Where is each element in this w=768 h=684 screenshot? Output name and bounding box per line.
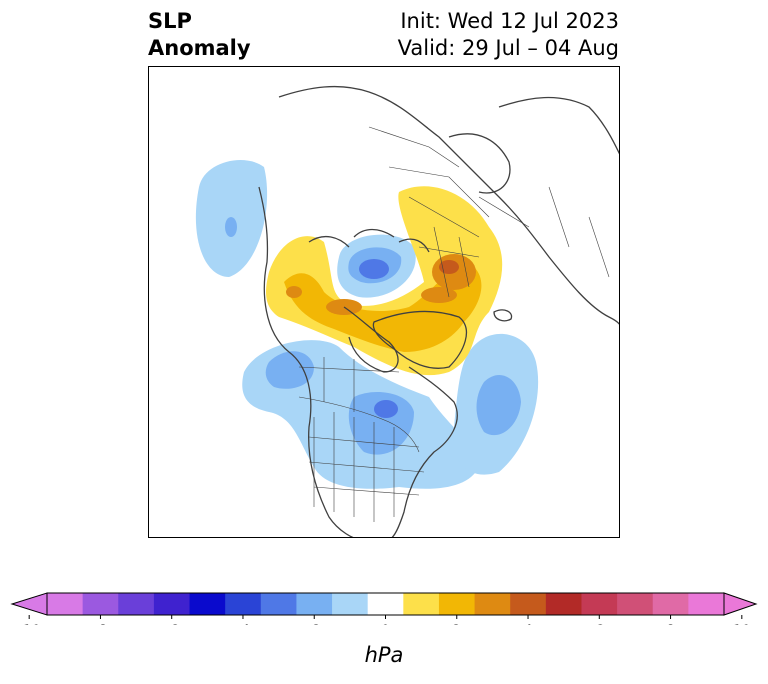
colorbar-segments [10,592,758,616]
coastline-asia-east [498,96,619,155]
negative-anomaly-pole-core [359,259,389,279]
positive-anomaly-main-mid [284,266,482,352]
colorbar-segment [260,593,297,615]
colorbar-segment [118,593,155,615]
date-info: Init: Wed 12 Jul 2023 Valid: 29 Jul – 04… [398,8,619,62]
colorbar-segment [581,593,618,615]
colorbar-segment [82,593,119,615]
coastline-eurasia [278,85,619,325]
border-canada-provinces [298,357,400,412]
colorbar-segment [617,593,654,615]
colorbar-segment [153,593,191,615]
colorbar-tick-label: 0 [381,623,390,625]
coastline-iceland [493,309,513,322]
colorbar-tick-label: -2 [307,623,321,625]
colorbar-segment [545,593,582,615]
colorbar-tick-label: 2 [452,623,461,625]
coastline-scandinavia [448,133,511,194]
colorbar-segment [688,593,725,615]
negative-anomaly-west-core [225,217,237,237]
colorbar-segment [367,593,404,615]
border-us-states-grid [308,412,425,522]
colorbar-segment [652,593,689,615]
colorbar-tick-label: 6 [595,623,604,625]
colorbar-segment [474,593,511,615]
coastline-hudson-bay [343,306,399,373]
title-line-2: Anomaly [148,36,251,60]
colorbar-tick-label: 8 [666,623,675,625]
coastline-arctic-islands [308,228,430,253]
colorbar-segment [296,593,333,615]
coastline-north-america-west [258,186,354,537]
border-europe [418,226,480,298]
init-date: Init: Wed 12 Jul 2023 [400,9,619,33]
coastlines [258,85,619,537]
negative-anomaly-regions [195,159,539,489]
colorbar-tick-label: -6 [165,623,179,625]
country-borders [298,126,610,522]
positive-anomaly-greenland-core [421,287,457,303]
colorbar-ticks: -10 -8 -6 -4 -2 0 2 4 6 8 10 [18,615,751,625]
colorbar-extend-high [723,592,758,616]
map-title: SLP Anomaly [148,8,251,62]
border-usa-canada [298,396,420,453]
coastline-greenland [372,310,468,369]
colorbar-tick-label: 4 [524,623,533,625]
border-eurasia [368,126,610,278]
colorbar-segment [332,593,369,615]
negative-anomaly-atlantic-core [476,374,521,436]
map-panel [148,66,620,538]
colorbar-segment [225,593,262,615]
positive-anomaly-west-core [286,286,302,298]
colorbar-tick-label: -8 [93,623,107,625]
colorbar-tick-label: -4 [236,623,250,625]
colorbar-segment [403,593,440,615]
positive-anomaly-east-core2 [439,260,459,274]
colorbar-extend-low [10,592,48,616]
negative-anomaly-na-core [374,400,398,418]
colorbar-unit-label: hPa [364,643,404,667]
negative-anomaly-na-mid [265,351,314,389]
colorbar-segment [510,593,547,615]
title-line-1: SLP [148,9,192,33]
coastline-north-america-east [391,366,458,537]
colorbar-segment [438,593,476,615]
colorbar-tick-label: 10 [733,623,751,625]
colorbar-segment [47,593,84,615]
colorbar-segment [189,593,226,615]
colorbar: -10 -8 -6 -4 -2 0 2 4 6 8 10 [10,592,758,625]
colorbar-tick-label: -10 [18,623,41,625]
valid-date: Valid: 29 Jul – 04 Aug [397,36,619,60]
positive-anomaly-regions [266,186,503,376]
anomaly-map [195,85,619,537]
